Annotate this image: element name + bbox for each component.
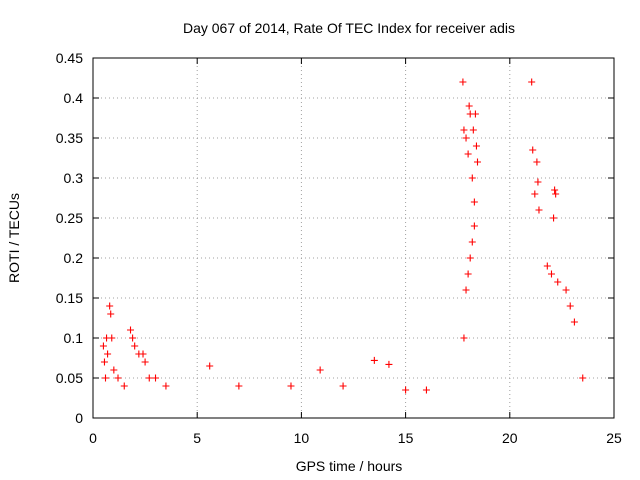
data-point <box>547 270 555 278</box>
data-point <box>102 374 110 382</box>
data-point <box>462 286 470 294</box>
data-point <box>470 198 478 206</box>
x-tick-label: 25 <box>606 430 622 446</box>
data-point <box>562 286 570 294</box>
data-point <box>579 374 587 382</box>
data-point <box>385 360 393 368</box>
data-point <box>468 174 476 182</box>
x-tick-label: 0 <box>89 430 97 446</box>
y-tick-label: 0.2 <box>64 250 84 266</box>
data-point <box>235 382 243 390</box>
grid-lines <box>93 58 614 418</box>
data-points <box>99 78 587 394</box>
data-point <box>460 126 468 134</box>
plot-frame <box>92 57 615 419</box>
data-point <box>550 214 558 222</box>
y-tick-label: 0.05 <box>56 370 83 386</box>
data-point <box>465 102 473 110</box>
data-point <box>466 254 474 262</box>
y-tick-label: 0.35 <box>56 130 83 146</box>
data-point <box>535 206 543 214</box>
x-tick-label: 15 <box>398 430 414 446</box>
data-point <box>127 326 135 334</box>
x-tick-label: 20 <box>502 430 518 446</box>
data-point <box>145 374 153 382</box>
data-point <box>459 78 467 86</box>
data-point <box>129 334 137 342</box>
data-point <box>472 142 480 150</box>
data-point <box>470 222 478 230</box>
data-point <box>468 238 476 246</box>
x-axis-label: GPS time / hours <box>296 458 403 474</box>
y-tick-label: 0 <box>75 410 83 426</box>
data-point <box>131 342 139 350</box>
data-point <box>529 146 537 154</box>
data-point <box>162 382 170 390</box>
data-point <box>108 334 116 342</box>
y-tick-label: 0.1 <box>64 330 84 346</box>
y-tick-label: 0.15 <box>56 290 83 306</box>
data-point <box>104 350 112 358</box>
x-tick-label: 10 <box>294 430 310 446</box>
data-point <box>206 362 214 370</box>
data-point <box>554 278 562 286</box>
y-tick-label: 0.45 <box>56 50 83 66</box>
data-point <box>566 302 574 310</box>
data-point <box>339 382 347 390</box>
data-point <box>422 386 430 394</box>
y-tick-label: 0.3 <box>64 170 84 186</box>
data-point <box>139 350 147 358</box>
data-point <box>370 356 378 364</box>
data-point <box>543 262 551 270</box>
x-tick-label: 5 <box>193 430 201 446</box>
data-point <box>464 150 472 158</box>
data-point <box>462 134 470 142</box>
data-point <box>460 334 468 342</box>
data-point <box>464 270 472 278</box>
axis-ticks: 0 5 10 15 20 25 0 0.05 0.1 0.15 0.2 0.25 0.3 0.35 0.4 0… <box>56 50 622 446</box>
data-point <box>473 158 481 166</box>
data-point <box>570 318 578 326</box>
chart-title: Day 067 of 2014, Rate Of TEC Index for r… <box>183 20 515 36</box>
data-point <box>152 374 160 382</box>
data-point <box>402 386 410 394</box>
data-point <box>531 190 539 198</box>
data-point <box>99 342 107 350</box>
data-point <box>551 186 559 194</box>
data-point <box>107 310 115 318</box>
y-axis-label: ROTI / TECUs <box>6 193 22 283</box>
data-point <box>141 358 149 366</box>
y-tick-label: 0.25 <box>56 210 83 226</box>
data-point <box>528 78 536 86</box>
data-point <box>471 110 479 118</box>
data-point <box>469 126 477 134</box>
data-point <box>114 374 122 382</box>
data-point <box>110 366 118 374</box>
data-point <box>106 302 114 310</box>
data-point <box>533 158 541 166</box>
data-point <box>287 382 295 390</box>
data-point <box>100 358 108 366</box>
y-tick-label: 0.4 <box>64 90 84 106</box>
data-point <box>120 382 128 390</box>
data-point <box>552 190 560 198</box>
data-point <box>316 366 324 374</box>
data-point <box>534 178 542 186</box>
